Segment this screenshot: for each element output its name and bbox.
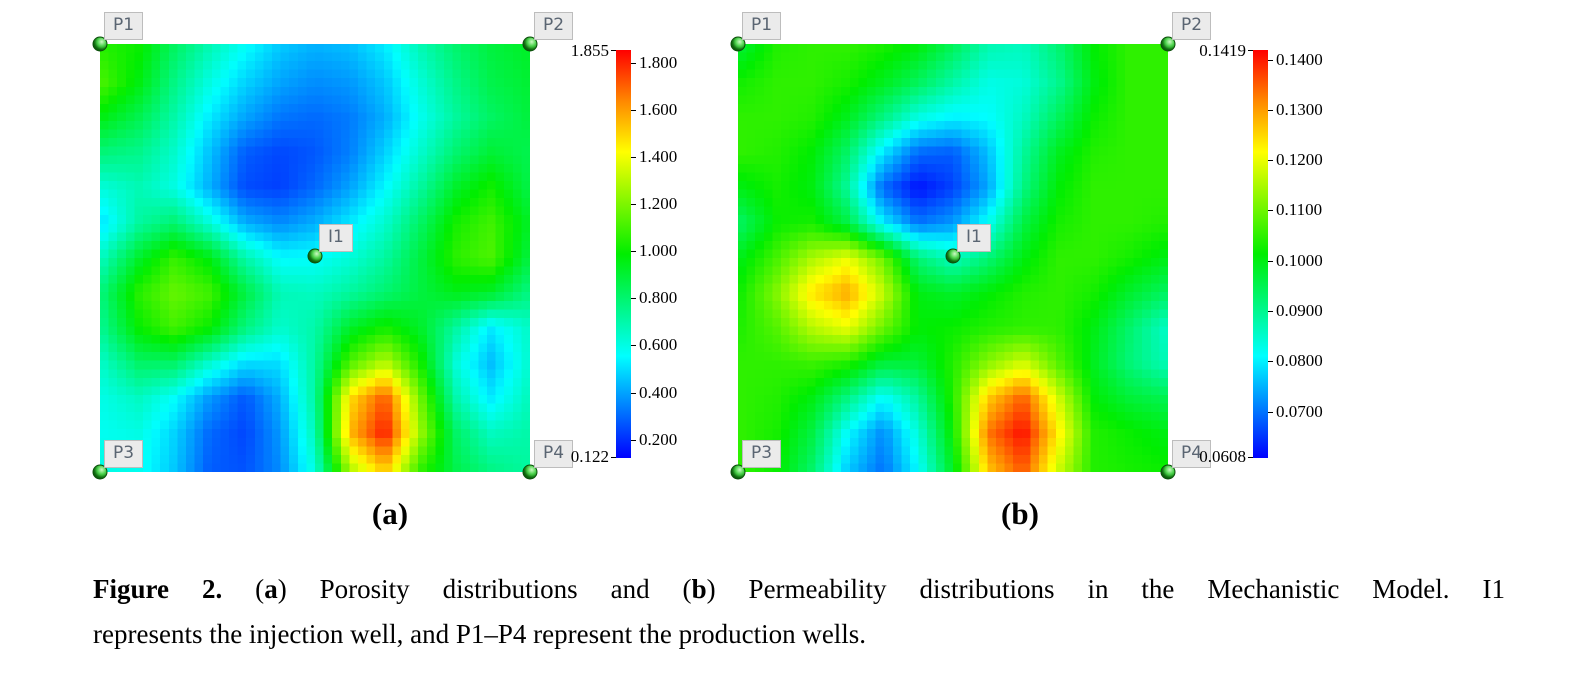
colorbar-tick [631, 110, 636, 112]
well-label-P2: P2 [1172, 12, 1212, 40]
colorbar-tick [1268, 210, 1273, 212]
colorbar-max-label: 0.1419 [1199, 41, 1246, 60]
well-marker-P3 [92, 464, 108, 480]
sublabel-a: (a) [371, 496, 409, 531]
colorbar-tick [631, 251, 636, 253]
well-marker-P1 [730, 36, 746, 52]
well-label-P3: P3 [742, 440, 782, 468]
wells-overlay-a: P1 P2 I1 P3 P4 [92, 12, 574, 480]
well-marker-P1 [92, 36, 108, 52]
colorbar-tick-label: 0.400 [639, 382, 678, 402]
colorbar-tick-label: 1.800 [639, 52, 678, 72]
caption-bold-text: a [264, 574, 278, 604]
colorbar-tick-label: 0.0700 [1276, 401, 1323, 421]
colorbar-tick-label: 1.600 [639, 100, 678, 120]
colorbar-tick-label: 0.800 [639, 288, 678, 308]
colorbar-gradient [616, 50, 631, 458]
colorbar-tick [1268, 59, 1273, 61]
porosity-colorbar: 1.855 0.122 1.800 1.600 1.400 1.200 1.000 0.8… [571, 41, 678, 466]
colorbar-tick-label: 0.200 [639, 429, 678, 449]
colorbar-max-tick [611, 50, 616, 51]
colorbar-tick-label: 0.1200 [1276, 150, 1323, 170]
colorbar-tick [1268, 411, 1273, 413]
permeability-heatmap [738, 44, 1168, 472]
wells-overlay-b: P1 P2 I1 P3 P4 [730, 12, 1212, 480]
well-label-I1: I1 [957, 223, 991, 252]
colorbar-tick [1268, 260, 1273, 262]
caption-line-2: represents the injection well, and P1–P4… [93, 612, 1505, 657]
colorbar-tick-label: 1.000 [639, 241, 678, 261]
colorbar-min-tick [1248, 457, 1253, 458]
colorbar-tick-label: 1.400 [639, 147, 678, 167]
well-label-P4: P4 [1172, 440, 1212, 468]
caption-bold-text: Figure 2. [93, 574, 223, 604]
caption-text: ( [222, 574, 265, 604]
colorbar-tick [1268, 361, 1273, 363]
caption-text: represents the injection well, and P1–P4… [93, 619, 867, 649]
colorbar-tick-label: 0.1300 [1276, 99, 1323, 119]
colorbar-tick-label: 0.1100 [1276, 200, 1323, 220]
colorbar-tick [1268, 311, 1273, 313]
well-label-P3: P3 [104, 440, 144, 468]
well-label-P1: P1 [742, 12, 782, 40]
well-marker-P4 [1160, 464, 1176, 480]
porosity-heatmap [100, 44, 530, 472]
well-label-P1: P1 [104, 12, 144, 40]
colorbar-tick [631, 298, 636, 300]
colorbar-gradient [1253, 50, 1268, 458]
colorbar-tick [631, 157, 636, 159]
colorbar-tick-label: 0.1000 [1276, 250, 1323, 270]
caption-text: ) Permeability distributions in the Mech… [706, 574, 1506, 604]
permeability-colorbar: 0.1419 0.0608 0.1400 0.1300 0.1200 0.1100 0.… [1199, 41, 1323, 466]
colorbar-tick [631, 439, 636, 441]
colorbar-tick-label: 0.1400 [1276, 49, 1323, 69]
well-label-P4: P4 [534, 440, 574, 468]
well-label-P2: P2 [534, 12, 574, 40]
colorbar-tick [631, 204, 636, 206]
colorbar-tick [631, 62, 636, 64]
well-marker-P4 [522, 464, 538, 480]
figure-caption: Figure 2. (a) Porosity distributions and… [93, 567, 1505, 657]
well-marker-P2 [1160, 36, 1176, 52]
colorbar-min-tick [611, 457, 616, 458]
colorbar-tick-label: 0.0900 [1276, 301, 1323, 321]
well-marker-I1 [307, 248, 323, 264]
well-label-I1: I1 [319, 223, 353, 252]
colorbar-tick-label: 0.600 [639, 335, 678, 355]
colorbar-max-tick [1248, 50, 1253, 51]
sublabel-b: (b) [1001, 496, 1039, 531]
well-marker-P3 [730, 464, 746, 480]
colorbar-tick-label: 1.200 [639, 194, 678, 214]
caption-bold-text: b [691, 574, 707, 604]
colorbar-min-label: 0.0608 [1199, 447, 1246, 466]
well-marker-I1 [945, 248, 961, 264]
colorbar-tick [631, 392, 636, 394]
colorbar-tick [1268, 160, 1273, 162]
colorbar-tick-label: 0.0800 [1276, 351, 1323, 371]
colorbar-min-label: 0.122 [570, 447, 609, 466]
colorbar-tick [1268, 109, 1273, 111]
colorbar-tick [631, 345, 636, 347]
colorbar-max-label: 1.855 [570, 41, 609, 60]
well-marker-P2 [522, 36, 538, 52]
caption-text: ) Porosity distributions and ( [277, 574, 692, 604]
caption-line-1: Figure 2. (a) Porosity distributions and… [93, 567, 1505, 612]
